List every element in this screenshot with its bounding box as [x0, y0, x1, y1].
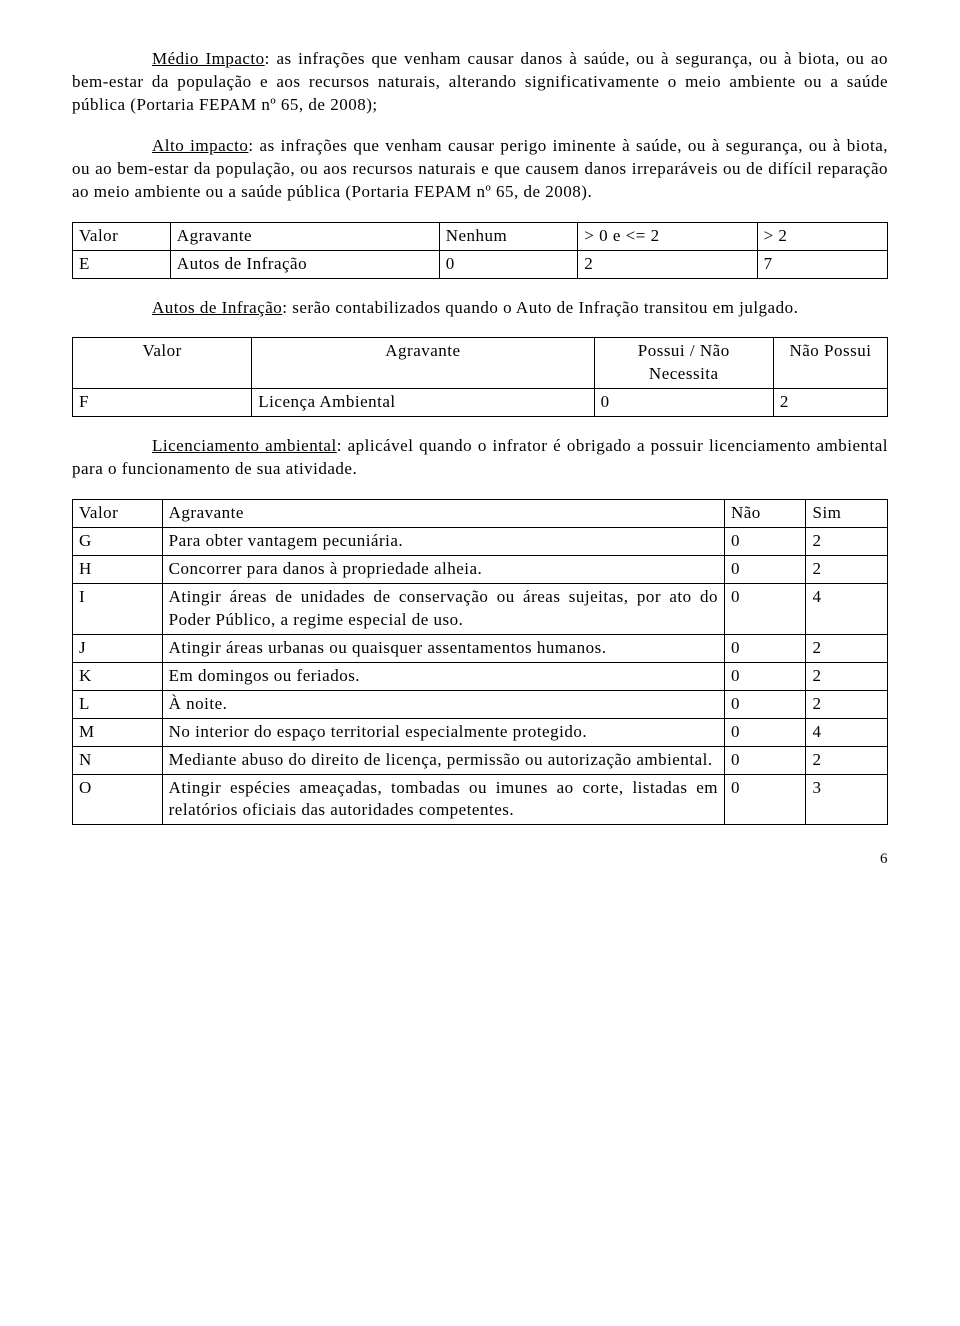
para-text: : serão contabilizados quando o Auto de …	[282, 298, 798, 317]
table-row: ValorAgravanteNãoSim	[73, 500, 888, 528]
table-cell: Em domingos ou feriados.	[162, 662, 724, 690]
table-cell: M	[73, 718, 163, 746]
table-cell: 2	[806, 690, 888, 718]
table-autos-de-infracao: Valor Agravante Nenhum > 0 e <= 2 > 2 E …	[72, 222, 888, 279]
table-cell: Nenhum	[439, 222, 578, 250]
table-cell: Possui / Não Necessita	[594, 338, 773, 389]
paragraph-alto-impacto: Alto impacto: as infrações que venham ca…	[72, 135, 888, 204]
table-cell: H	[73, 556, 163, 584]
table-cell: 0	[594, 389, 773, 417]
paragraph-licenciamento: Licenciamento ambiental: aplicável quand…	[72, 435, 888, 481]
table-cell: Atingir áreas de unidades de conservação…	[162, 583, 724, 634]
lead-term: Licenciamento ambiental	[152, 436, 337, 455]
table-cell: 0	[724, 746, 806, 774]
table-row: HConcorrer para danos à propriedade alhe…	[73, 556, 888, 584]
table-cell: Para obter vantagem pecuniária.	[162, 528, 724, 556]
table-cell: 4	[806, 583, 888, 634]
table-cell: Atingir espécies ameaçadas, tombadas ou …	[162, 774, 724, 825]
table-cell: > 2	[757, 222, 887, 250]
table-cell: 2	[806, 662, 888, 690]
table-cell: I	[73, 583, 163, 634]
table-cell: 0	[724, 556, 806, 584]
table-cell: À noite.	[162, 690, 724, 718]
table-cell: Não Possui	[773, 338, 887, 389]
table-cell: 0	[724, 634, 806, 662]
table-cell: Valor	[73, 222, 171, 250]
table-row: GPara obter vantagem pecuniária.02	[73, 528, 888, 556]
table-cell: 2	[806, 634, 888, 662]
table-cell: Mediante abuso do direito de licença, pe…	[162, 746, 724, 774]
table-cell: Valor	[73, 338, 252, 389]
table-cell: 7	[757, 250, 887, 278]
table-cell: Agravante	[170, 222, 439, 250]
paragraph-autos-infracao: Autos de Infração: serão contabilizados …	[72, 297, 888, 320]
table-cell: K	[73, 662, 163, 690]
table-cell: 0	[724, 690, 806, 718]
table-row: LÀ noite.02	[73, 690, 888, 718]
table-cell: Autos de Infração	[170, 250, 439, 278]
table-cell: 0	[724, 718, 806, 746]
table-cell: 0	[439, 250, 578, 278]
table-cell: 2	[806, 556, 888, 584]
table-cell: 0	[724, 662, 806, 690]
table-cell: 4	[806, 718, 888, 746]
table-agravantes: ValorAgravanteNãoSimGPara obter vantagem…	[72, 499, 888, 825]
table-cell: Licença Ambiental	[252, 389, 594, 417]
table-cell: Sim	[806, 500, 888, 528]
table-cell: Valor	[73, 500, 163, 528]
table-licenca-ambiental: Valor Agravante Possui / Não Necessita N…	[72, 337, 888, 417]
lead-term: Alto impacto	[152, 136, 248, 155]
table-cell: No interior do espaço territorial especi…	[162, 718, 724, 746]
table-row: MNo interior do espaço territorial espec…	[73, 718, 888, 746]
table-cell: 0	[724, 774, 806, 825]
table-cell: 0	[724, 583, 806, 634]
table-cell: J	[73, 634, 163, 662]
table-row: E Autos de Infração 0 2 7	[73, 250, 888, 278]
table-cell: Agravante	[252, 338, 594, 389]
table-cell: 2	[578, 250, 757, 278]
table-cell: Agravante	[162, 500, 724, 528]
table-cell: N	[73, 746, 163, 774]
page-number: 6	[72, 849, 888, 869]
table-row: IAtingir áreas de unidades de conservaçã…	[73, 583, 888, 634]
table-row: KEm domingos ou feriados.02	[73, 662, 888, 690]
table-row: Valor Agravante Nenhum > 0 e <= 2 > 2	[73, 222, 888, 250]
table-cell: 3	[806, 774, 888, 825]
table-row: F Licença Ambiental 0 2	[73, 389, 888, 417]
table-row: OAtingir espécies ameaçadas, tombadas ou…	[73, 774, 888, 825]
table-cell: O	[73, 774, 163, 825]
table-cell: 2	[806, 528, 888, 556]
table-cell: L	[73, 690, 163, 718]
table-cell: Atingir áreas urbanas ou quaisquer assen…	[162, 634, 724, 662]
paragraph-medio-impacto: Médio Impacto: as infrações que venham c…	[72, 48, 888, 117]
table-cell: 2	[773, 389, 887, 417]
table-row: NMediante abuso do direito de licença, p…	[73, 746, 888, 774]
table-row: JAtingir áreas urbanas ou quaisquer asse…	[73, 634, 888, 662]
table-cell: E	[73, 250, 171, 278]
table-cell: 0	[724, 528, 806, 556]
table-cell: G	[73, 528, 163, 556]
table-cell: > 0 e <= 2	[578, 222, 757, 250]
lead-term: Médio Impacto	[152, 49, 265, 68]
table-cell: Não	[724, 500, 806, 528]
table-row: Valor Agravante Possui / Não Necessita N…	[73, 338, 888, 389]
table-cell: Concorrer para danos à propriedade alhei…	[162, 556, 724, 584]
table-cell: 2	[806, 746, 888, 774]
table-cell: F	[73, 389, 252, 417]
table-agravantes-body: ValorAgravanteNãoSimGPara obter vantagem…	[73, 500, 888, 825]
lead-term: Autos de Infração	[152, 298, 282, 317]
